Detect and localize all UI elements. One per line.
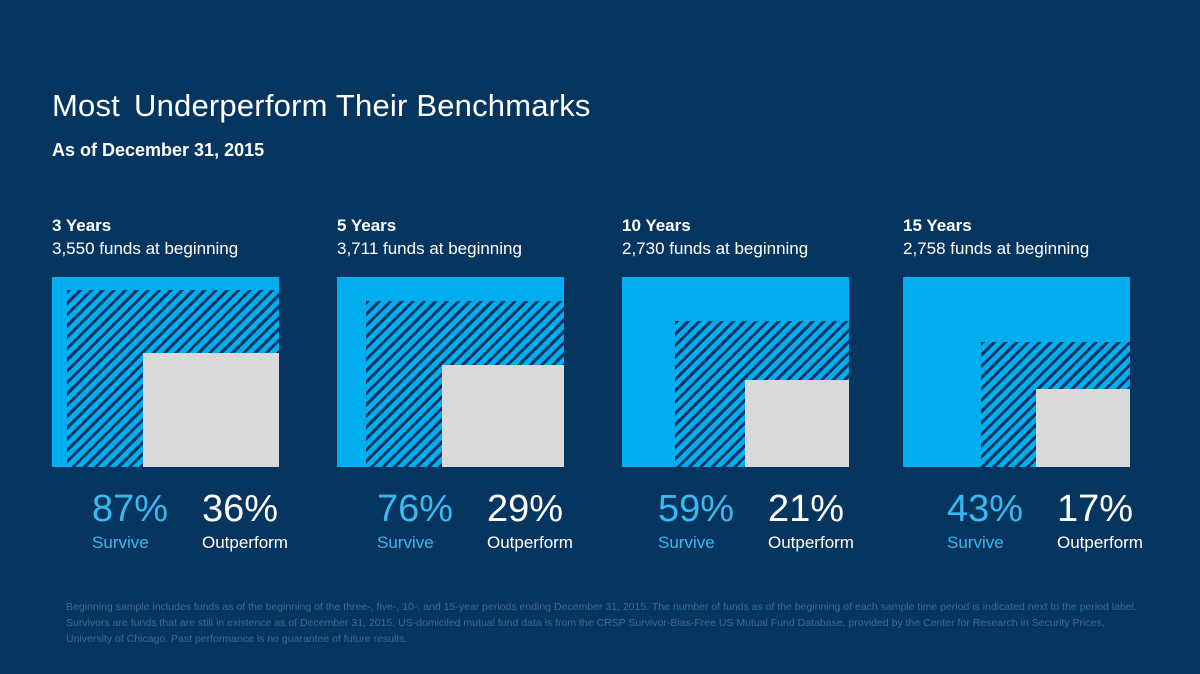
- page-title: Most Underperform Their Benchmarks: [52, 88, 591, 124]
- panel-funds-label: 3,550 funds at beginning: [52, 239, 239, 258]
- survive-caption: Survive: [947, 533, 1004, 552]
- outperform-percent: 29%: [487, 488, 564, 530]
- outperform-rect: [441, 364, 564, 467]
- panel-15-years: 15 Years 2,758 funds at beginning 43% 17…: [903, 216, 1163, 556]
- outperform-caption: Outperform: [487, 533, 573, 552]
- footnote: Beginning sample includes funds as of th…: [66, 601, 1137, 645]
- total-funds-rect: [903, 277, 1130, 467]
- panel-period-label: 10 Years: [622, 216, 691, 235]
- panel-3-years: 3 Years 3,550 funds at beginning 87% 36%…: [52, 216, 312, 556]
- page-subtitle: As of December 31, 2015: [52, 140, 265, 160]
- survive-caption: Survive: [92, 533, 149, 552]
- outperform-caption: Outperform: [202, 533, 288, 552]
- panel-funds-label: 2,730 funds at beginning: [622, 239, 809, 258]
- outperform-caption: Outperform: [1057, 533, 1143, 552]
- panel-period-label: 3 Years: [52, 216, 112, 235]
- panel-5-years: 5 Years 3,711 funds at beginning 76% 29%…: [337, 216, 597, 556]
- outperform-percent: 17%: [1057, 488, 1134, 530]
- survive-percent: 59%: [658, 488, 735, 530]
- panel-period-label: 5 Years: [337, 216, 397, 235]
- panel-funds-label: 2,758 funds at beginning: [903, 239, 1090, 258]
- outperform-rect: [1036, 388, 1130, 467]
- outperform-percent: 21%: [768, 488, 845, 530]
- panel-period-label: 15 Years: [903, 216, 972, 235]
- total-funds-rect: [622, 277, 849, 467]
- panel-funds-label: 3,711 funds at beginning: [337, 239, 522, 258]
- outperform-rect: [142, 353, 279, 467]
- survive-percent: 87%: [92, 488, 169, 530]
- outperform-rect: [744, 379, 849, 467]
- survive-caption: Survive: [377, 533, 434, 552]
- total-funds-rect: [52, 277, 279, 467]
- survive-caption: Survive: [658, 533, 715, 552]
- total-funds-rect: [337, 277, 564, 467]
- outperform-percent: 36%: [202, 488, 279, 530]
- survive-percent: 43%: [947, 488, 1024, 530]
- outperform-caption: Outperform: [768, 533, 854, 552]
- panel-10-years: 10 Years 2,730 funds at beginning 59% 21…: [622, 216, 882, 556]
- title-part-2: Underperform Their Benchmarks: [133, 88, 591, 123]
- survive-percent: 76%: [377, 488, 454, 530]
- title-part-1: Most: [52, 88, 120, 123]
